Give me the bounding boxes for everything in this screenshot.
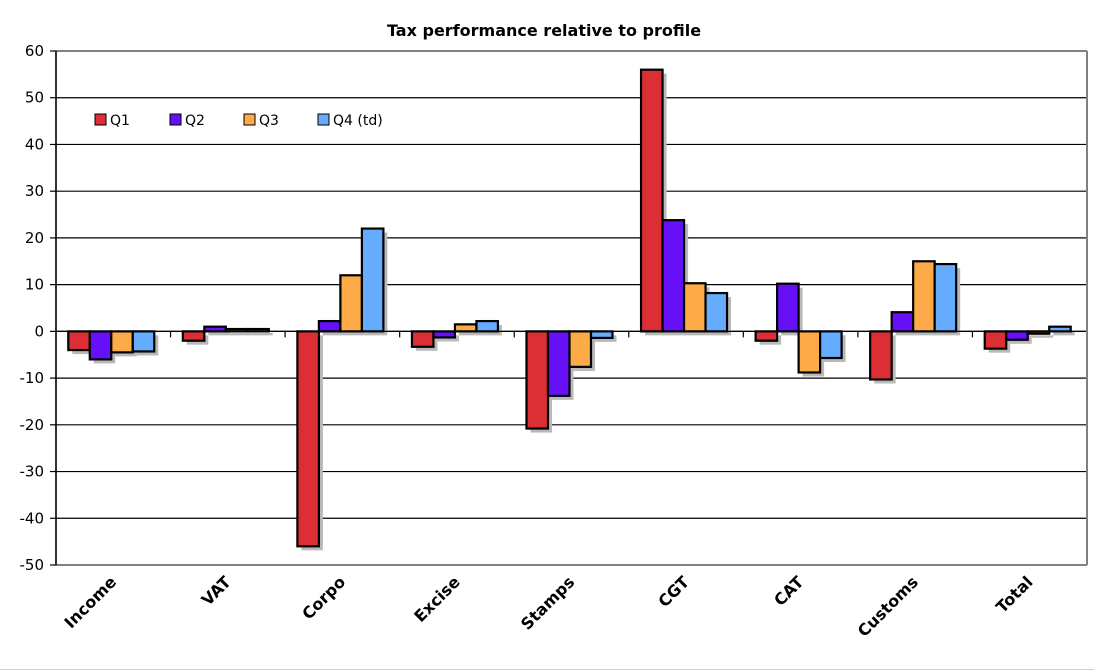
legend-label: Q4 (td): [333, 113, 383, 129]
bar-customs-q4: [933, 262, 958, 333]
bar-cat-q2: [776, 282, 800, 333]
bar-excise-q1: [410, 330, 435, 348]
bar-vat-q2: [203, 325, 227, 333]
bar-customs-q1: [869, 330, 893, 381]
bar-stamps-q2: [546, 330, 571, 397]
legend-swatch-q3: [243, 113, 256, 126]
bar-shadow: [208, 330, 230, 336]
bar-customs-q2: [890, 311, 915, 333]
bar-cgt-q1: [639, 68, 664, 333]
bar-excise-q4: [475, 319, 500, 333]
bar-income-q2: [88, 330, 113, 361]
bar-income-q3: [110, 330, 134, 354]
bar-total-q2: [1005, 330, 1029, 341]
y-tick-label: -10: [20, 369, 45, 387]
bar-shadow: [1053, 330, 1075, 336]
bottom-divider: [0, 669, 1094, 670]
x-axis-ticks: Income VAT Corpo Excise Stamps CGT CAT Customs T…: [60, 572, 1036, 640]
legend-swatch-q1: [94, 113, 107, 126]
bar-shadow: [251, 333, 273, 336]
bar-income-q4: [131, 330, 156, 353]
bars: [67, 68, 1072, 548]
y-tick-label: 50: [25, 89, 44, 107]
bar-total-q4: [1048, 325, 1072, 333]
y-tick-label: 60: [25, 42, 44, 60]
x-tick-label: VAT: [198, 572, 235, 609]
y-tick-label: 0: [34, 322, 44, 340]
y-tick-label: 10: [25, 276, 44, 294]
bar-cat-q3: [797, 330, 822, 374]
x-tick-label: Income: [60, 572, 120, 632]
y-axis-ticks: 60 50 40 30 20 10 0 -10 -20 -30 -40 -50: [20, 42, 56, 574]
legend-label: Q3: [259, 113, 279, 129]
x-tick-label: Customs: [854, 572, 922, 640]
bar-corpo-q4: [360, 227, 385, 333]
bar-vat-q1: [181, 330, 206, 342]
bar-shadow: [1031, 335, 1054, 338]
legend-label: Q1: [110, 113, 130, 129]
legend: Q1 Q2 Q3 Q4 (td): [78, 99, 410, 141]
bar-stamps-q1: [525, 330, 550, 430]
y-tick-label: 20: [25, 229, 44, 247]
bar-shadow: [229, 333, 252, 336]
axes: [55, 50, 1088, 566]
bar-cat-q4: [819, 330, 843, 360]
x-tick-label: Corpo: [298, 572, 349, 623]
bar-corpo-q3: [339, 274, 363, 333]
y-tick-label: -40: [20, 509, 45, 527]
y-tick-label: -30: [20, 463, 45, 481]
legend-swatch-q4: [317, 113, 330, 126]
legend-swatch-q2: [169, 113, 182, 126]
bar-customs-q3: [912, 260, 936, 333]
x-tick-label: Excise: [410, 572, 464, 626]
bar-total-q1: [983, 330, 1008, 350]
bar-stamps-q4: [589, 330, 614, 340]
x-tick-label: CAT: [770, 572, 807, 609]
bar-cgt-q3: [682, 282, 707, 333]
y-tick-label: 40: [25, 135, 44, 153]
bar-cgt-q4: [704, 291, 729, 333]
bar-corpo-q2: [317, 319, 342, 333]
bar-cat-q1: [754, 330, 779, 342]
y-tick-label: -50: [20, 556, 45, 574]
bar-stamps-q3: [568, 330, 593, 368]
bar-cgt-q2: [661, 219, 686, 333]
chart-title: Tax performance relative to profile: [387, 21, 701, 40]
x-tick-label: CGT: [654, 572, 693, 611]
y-tick-label: 30: [25, 182, 44, 200]
x-tick-label: Stamps: [517, 572, 578, 633]
y-tick-label: -20: [20, 416, 45, 434]
bar-corpo-q1: [296, 330, 320, 548]
legend-label: Q2: [185, 113, 205, 129]
x-tick-label: Total: [992, 572, 1036, 616]
bar-excise-q2: [432, 330, 457, 339]
bar-income-q1: [67, 330, 91, 352]
bar-excise-q3: [453, 323, 478, 333]
